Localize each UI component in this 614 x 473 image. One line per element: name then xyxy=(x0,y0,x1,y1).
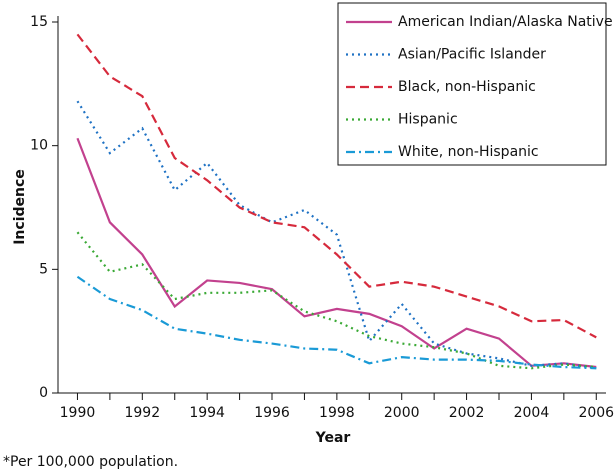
x-tick-label: 1992 xyxy=(124,405,160,421)
legend-box xyxy=(337,2,607,166)
series-line xyxy=(76,275,597,370)
x-axis-label: Year xyxy=(315,430,351,446)
x-tick-label: 2004 xyxy=(514,405,550,421)
x-tick-label: 1994 xyxy=(189,405,225,421)
series-line xyxy=(76,137,597,369)
x-tick-label: 1996 xyxy=(254,405,290,421)
y-axis-label: Incidence xyxy=(12,169,28,245)
x-tick-label: 2006 xyxy=(578,405,614,421)
legend-label: Asian/Pacific Islander xyxy=(398,47,546,63)
series-line xyxy=(76,231,597,370)
series-line xyxy=(76,33,597,339)
y-tick-label: 10 xyxy=(30,138,48,154)
y-tick-label: 15 xyxy=(30,14,48,30)
x-tick-label: 1998 xyxy=(319,405,355,421)
footnote: *Per 100,000 population. xyxy=(3,454,178,470)
series-line xyxy=(76,100,597,370)
legend-label: Hispanic xyxy=(398,112,458,128)
y-tick-label: 5 xyxy=(39,261,48,277)
y-tick-label: 0 xyxy=(39,385,48,401)
legend-label: Black, non-Hispanic xyxy=(398,79,536,95)
legend-label: White, non-Hispanic xyxy=(398,144,539,160)
x-tick-label: 1990 xyxy=(60,405,96,421)
x-tick-label: 2000 xyxy=(384,405,420,421)
x-tick-label: 2002 xyxy=(449,405,485,421)
legend-label: American Indian/Alaska Native xyxy=(398,14,613,30)
